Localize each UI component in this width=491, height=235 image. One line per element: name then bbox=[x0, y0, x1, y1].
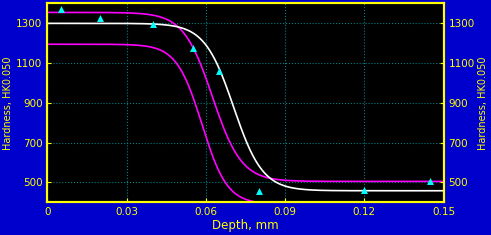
Point bbox=[427, 180, 435, 183]
Y-axis label: Hardness, HK0.050: Hardness, HK0.050 bbox=[478, 56, 488, 150]
Y-axis label: Hardness, HK0.050: Hardness, HK0.050 bbox=[3, 56, 13, 150]
Point bbox=[96, 16, 104, 20]
Point bbox=[56, 8, 64, 11]
Point bbox=[149, 23, 157, 26]
Point bbox=[215, 69, 223, 73]
Point bbox=[255, 189, 263, 193]
Point bbox=[360, 188, 368, 192]
Point bbox=[189, 46, 196, 50]
X-axis label: Depth, mm: Depth, mm bbox=[212, 219, 279, 231]
